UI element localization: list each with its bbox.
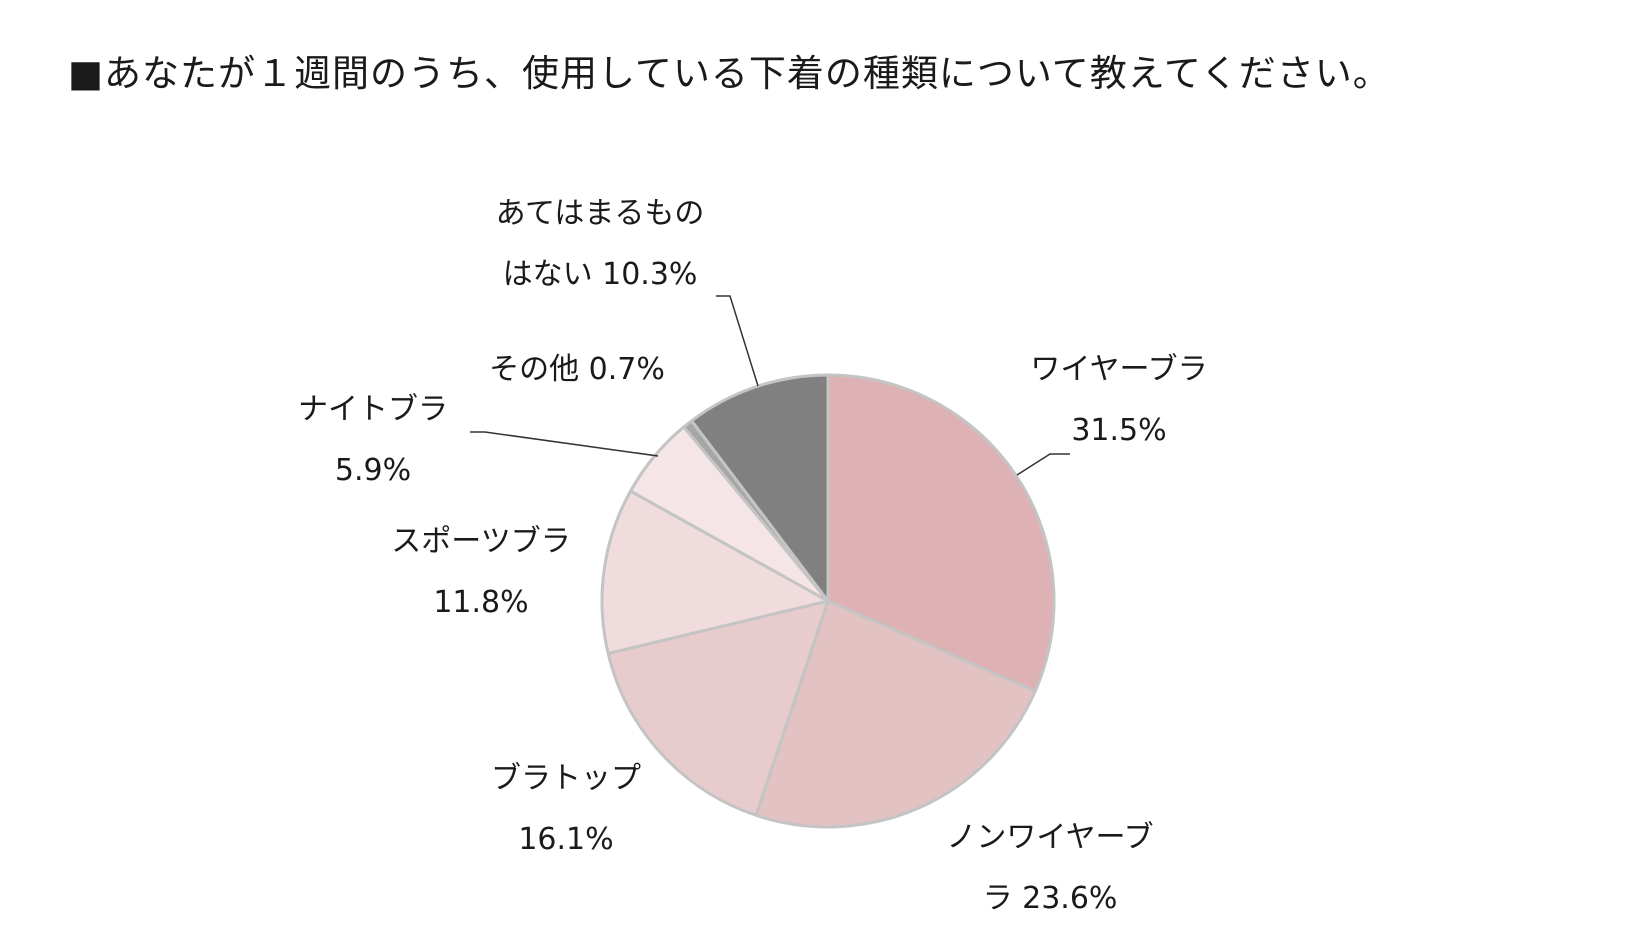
slice-label-1: ノンワイヤーブラ 23.6% — [946, 820, 1153, 916]
slice-label-4: ナイトブラ 5.9% — [298, 392, 448, 488]
leader-line-6 — [716, 295, 759, 387]
slice-label-2: ブラトップ 16.1% — [491, 761, 641, 857]
slice-label-line: ラ 23.6% — [983, 881, 1118, 916]
pie-slice-3 — [600, 489, 830, 655]
slice-labels: ワイヤーブラ 31.5% ノンワイヤーブラ 23.6% ブラトップ 16.1% スポーツブ… — [298, 196, 1208, 916]
slice-label-line: ナイトブラ — [298, 392, 448, 427]
slice-label-line: あてはまるもの — [496, 196, 705, 231]
pie-slice-6 — [690, 373, 830, 603]
slice-label-line: その他 0.7% — [489, 352, 665, 387]
slice-label-6: あてはまるものはない 10.3% — [496, 196, 705, 292]
leader-line-0 — [1016, 453, 1070, 476]
pie-slice-1 — [754, 599, 1037, 829]
slice-label-line: はない 10.3% — [503, 257, 698, 292]
slice-label-line: ワイヤーブラ — [1030, 352, 1207, 387]
slice-label-line: 5.9% — [335, 453, 411, 488]
slice-label-5: その他 0.7% — [489, 352, 665, 387]
leader-lines — [470, 295, 1070, 476]
slice-label-line: スポーツブラ — [391, 524, 570, 559]
page-title: ■あなたが１週間のうち、使用している下着の種類について教えてください。 — [68, 52, 1391, 95]
slice-label-0: ワイヤーブラ 31.5% — [1030, 352, 1207, 448]
slice-label-line: 31.5% — [1071, 413, 1166, 448]
slice-label-line: 16.1% — [518, 822, 613, 857]
slice-label-3: スポーツブラ 11.8% — [391, 524, 570, 620]
pie-slice-0 — [826, 373, 1056, 693]
slice-label-line: 11.8% — [433, 585, 528, 620]
pie-slice-2 — [606, 599, 830, 817]
pie-slices — [600, 373, 1056, 829]
slice-label-line: ノンワイヤーブ — [946, 820, 1153, 855]
leader-line-4 — [470, 431, 659, 457]
slice-label-line: ブラトップ — [491, 761, 641, 796]
